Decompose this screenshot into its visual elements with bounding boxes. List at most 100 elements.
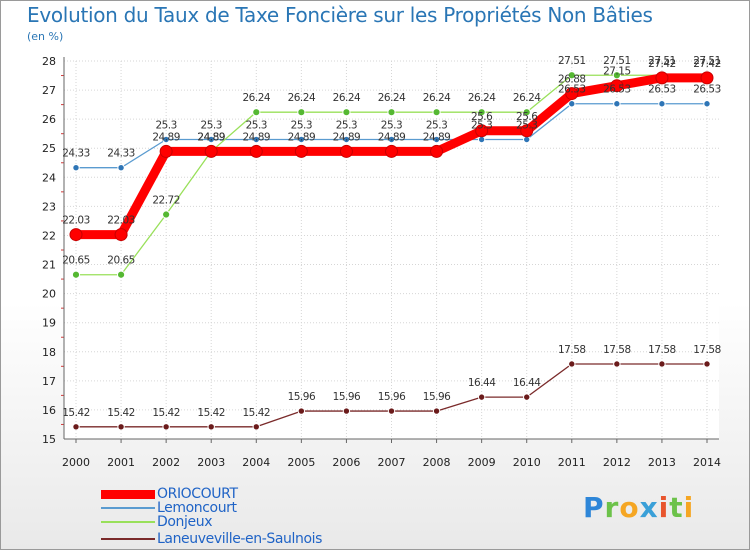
data-labels: 22.03 22.03 24.89 24.89 24.89 24.89 24.89 24.89… xyxy=(62,55,721,419)
x-tick-label: 2002 xyxy=(152,456,180,469)
series-oriocourt xyxy=(69,71,714,242)
data-point-laneuveville-en-saulnois xyxy=(162,423,170,431)
y-tick-label: 27 xyxy=(42,84,56,97)
data-label-laneuveville-en-saulnois: 17.58 xyxy=(648,344,676,356)
data-label-donjeux: 26.24 xyxy=(378,92,406,104)
data-label-donjeux: 26.24 xyxy=(333,92,361,104)
data-label-lemoncourt: 25.3 xyxy=(336,120,357,132)
data-label-donjeux: 20.65 xyxy=(62,255,90,267)
data-label-oriocourt: 25.6 xyxy=(471,111,493,123)
data-label-donjeux: 26.24 xyxy=(513,92,541,104)
data-label-donjeux: 26.24 xyxy=(243,92,271,104)
data-point-donjeux xyxy=(387,108,396,117)
data-label-oriocourt: 24.89 xyxy=(288,131,316,143)
x-tick-label: 2009 xyxy=(468,456,496,469)
data-label-laneuveville-en-saulnois: 15.42 xyxy=(197,407,225,419)
data-label-laneuveville-en-saulnois: 15.42 xyxy=(243,407,271,419)
legend-item-oriocourt: ORIOCOURT xyxy=(101,486,238,502)
data-label-lemoncourt: 24.33 xyxy=(107,148,135,160)
series-lemoncourt xyxy=(72,100,711,172)
data-label-lemoncourt: 25.3 xyxy=(381,120,402,132)
legend-item-lemoncourt: Lemoncourt xyxy=(101,500,237,516)
y-axis-unit: (en %) xyxy=(27,30,64,43)
data-point-laneuveville-en-saulnois xyxy=(658,360,666,368)
data-point-lemoncourt xyxy=(297,135,306,144)
data-label-donjeux: 20.65 xyxy=(107,255,135,267)
legend-label-oriocourt: ORIOCOURT xyxy=(157,486,238,502)
data-point-oriocourt xyxy=(475,124,489,138)
data-label-oriocourt: 24.89 xyxy=(333,131,361,143)
data-label-lemoncourt: 26.53 xyxy=(558,84,586,96)
data-label-lemoncourt: 26.53 xyxy=(603,84,631,96)
data-label-oriocourt: 24.89 xyxy=(243,131,271,143)
data-label-donjeux: 27.51 xyxy=(603,55,631,67)
logo-letter: P xyxy=(583,491,605,524)
data-point-oriocourt xyxy=(69,228,83,242)
y-tick-label: 26 xyxy=(42,113,56,126)
data-label-laneuveville-en-saulnois: 16.44 xyxy=(513,377,541,389)
data-point-donjeux xyxy=(567,71,576,80)
legend-label-donjeux: Donjeux xyxy=(157,514,213,530)
data-label-oriocourt: 24.89 xyxy=(423,131,451,143)
data-point-oriocourt xyxy=(520,124,534,138)
x-tick-label: 2005 xyxy=(287,456,315,469)
y-tick-label: 24 xyxy=(42,171,56,184)
y-tick-label: 19 xyxy=(42,317,56,330)
x-tick-label: 2013 xyxy=(648,456,676,469)
legend-swatch-donjeux xyxy=(101,521,155,523)
data-label-laneuveville-en-saulnois: 15.96 xyxy=(423,391,451,403)
data-point-lemoncourt xyxy=(703,100,711,108)
data-point-lemoncourt xyxy=(613,100,621,108)
data-point-laneuveville-en-saulnois xyxy=(523,393,531,401)
data-label-oriocourt: 24.89 xyxy=(152,131,180,143)
y-tick-label: 21 xyxy=(42,259,56,272)
data-point-oriocourt xyxy=(294,144,308,158)
data-label-oriocourt: 27.15 xyxy=(603,66,631,78)
x-tick-label: 2006 xyxy=(332,456,360,469)
series-laneuveville-en-saulnois xyxy=(72,360,711,431)
x-tick-label: 2007 xyxy=(378,456,406,469)
data-label-lemoncourt: 25.3 xyxy=(516,120,537,132)
legend-item-donjeux: Donjeux xyxy=(101,514,213,530)
data-point-donjeux xyxy=(71,270,81,279)
x-tick-label: 2000 xyxy=(62,456,90,469)
x-tick-label: 2010 xyxy=(513,456,541,469)
data-point-lemoncourt xyxy=(387,135,396,144)
x-tick-label: 2001 xyxy=(107,456,135,469)
data-label-donjeux: 26.24 xyxy=(288,92,316,104)
data-point-donjeux xyxy=(162,210,171,219)
data-label-lemoncourt: 25.3 xyxy=(246,120,267,132)
data-label-donjeux: 27.51 xyxy=(648,55,676,67)
data-label-lemoncourt: 26.53 xyxy=(693,84,721,96)
data-label-oriocourt: 25.6 xyxy=(516,111,538,123)
data-point-laneuveville-en-saulnois xyxy=(703,360,711,368)
data-label-oriocourt: 22.03 xyxy=(62,215,90,227)
data-label-donjeux: 22.72 xyxy=(152,195,180,207)
series-lines xyxy=(69,71,714,431)
data-label-lemoncourt: 24.33 xyxy=(62,148,90,160)
data-label-donjeux: 27.51 xyxy=(558,55,586,67)
y-tick-label: 25 xyxy=(42,142,56,155)
data-point-donjeux xyxy=(297,108,306,117)
data-label-oriocourt: 22.03 xyxy=(107,215,135,227)
data-point-donjeux xyxy=(342,108,351,117)
data-point-laneuveville-en-saulnois xyxy=(207,423,215,431)
data-label-laneuveville-en-saulnois: 16.44 xyxy=(468,377,496,389)
data-label-laneuveville-en-saulnois: 15.96 xyxy=(378,391,406,403)
y-tick-label: 16 xyxy=(42,404,56,417)
legend-swatch-lemoncourt xyxy=(101,507,155,509)
logo-letter: x xyxy=(639,491,659,524)
x-tick-label: 2004 xyxy=(242,456,270,469)
y-tick-label: 17 xyxy=(42,375,56,388)
data-point-lemoncourt xyxy=(568,100,576,108)
legend-label-lemoncourt: Lemoncourt xyxy=(157,500,237,516)
data-point-oriocourt xyxy=(700,71,714,85)
x-tick-label: 2011 xyxy=(558,456,586,469)
logo-letter: i xyxy=(683,491,695,524)
data-point-oriocourt xyxy=(610,79,624,93)
y-tick-label: 15 xyxy=(42,433,56,446)
data-point-donjeux xyxy=(612,71,621,80)
data-point-oriocourt xyxy=(565,87,579,101)
